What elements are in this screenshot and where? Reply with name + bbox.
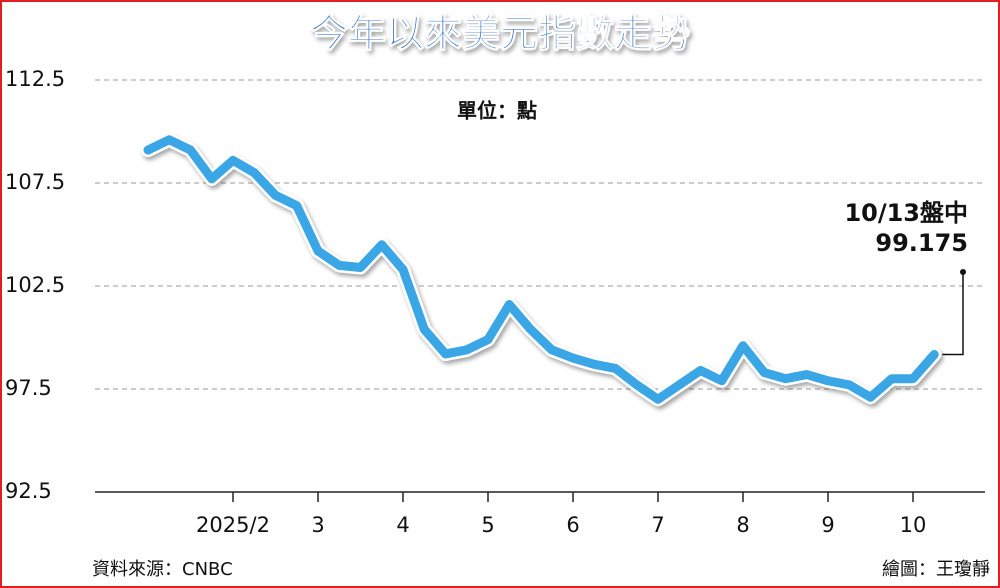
line [143, 135, 939, 404]
y-tick-label: 92.5 [5, 479, 52, 503]
annotation-dot [960, 269, 966, 275]
x-tick-label: 4 [396, 513, 409, 537]
y-tick-label: 102.5 [5, 273, 65, 297]
y-tick-label: 107.5 [5, 170, 65, 194]
unit-label: 單位：點 [457, 99, 537, 123]
x-tick-label: 8 [736, 513, 749, 537]
annotation: 99.175 [875, 229, 968, 257]
y-tick-label: 112.5 [5, 67, 65, 91]
annotation: 10/13盤中 [844, 199, 968, 227]
x-tick-label: 9 [821, 513, 834, 537]
source: 資料來源：CNBC [92, 559, 233, 580]
x-tick-label: 6 [566, 513, 579, 537]
x-tick-label: 10 [900, 513, 927, 537]
y-tick-label: 97.5 [5, 376, 52, 400]
credit: 繪圖：王瓊靜 [882, 559, 990, 580]
x-tick-label: 7 [651, 513, 664, 537]
chart-title: 今年以來美元指數走勢 [310, 12, 690, 56]
x-tick-label: 2025/2 [196, 513, 270, 537]
annotation-leader [942, 272, 964, 356]
x-tick-label: 5 [481, 513, 494, 537]
x-tick-label: 3 [311, 513, 324, 537]
